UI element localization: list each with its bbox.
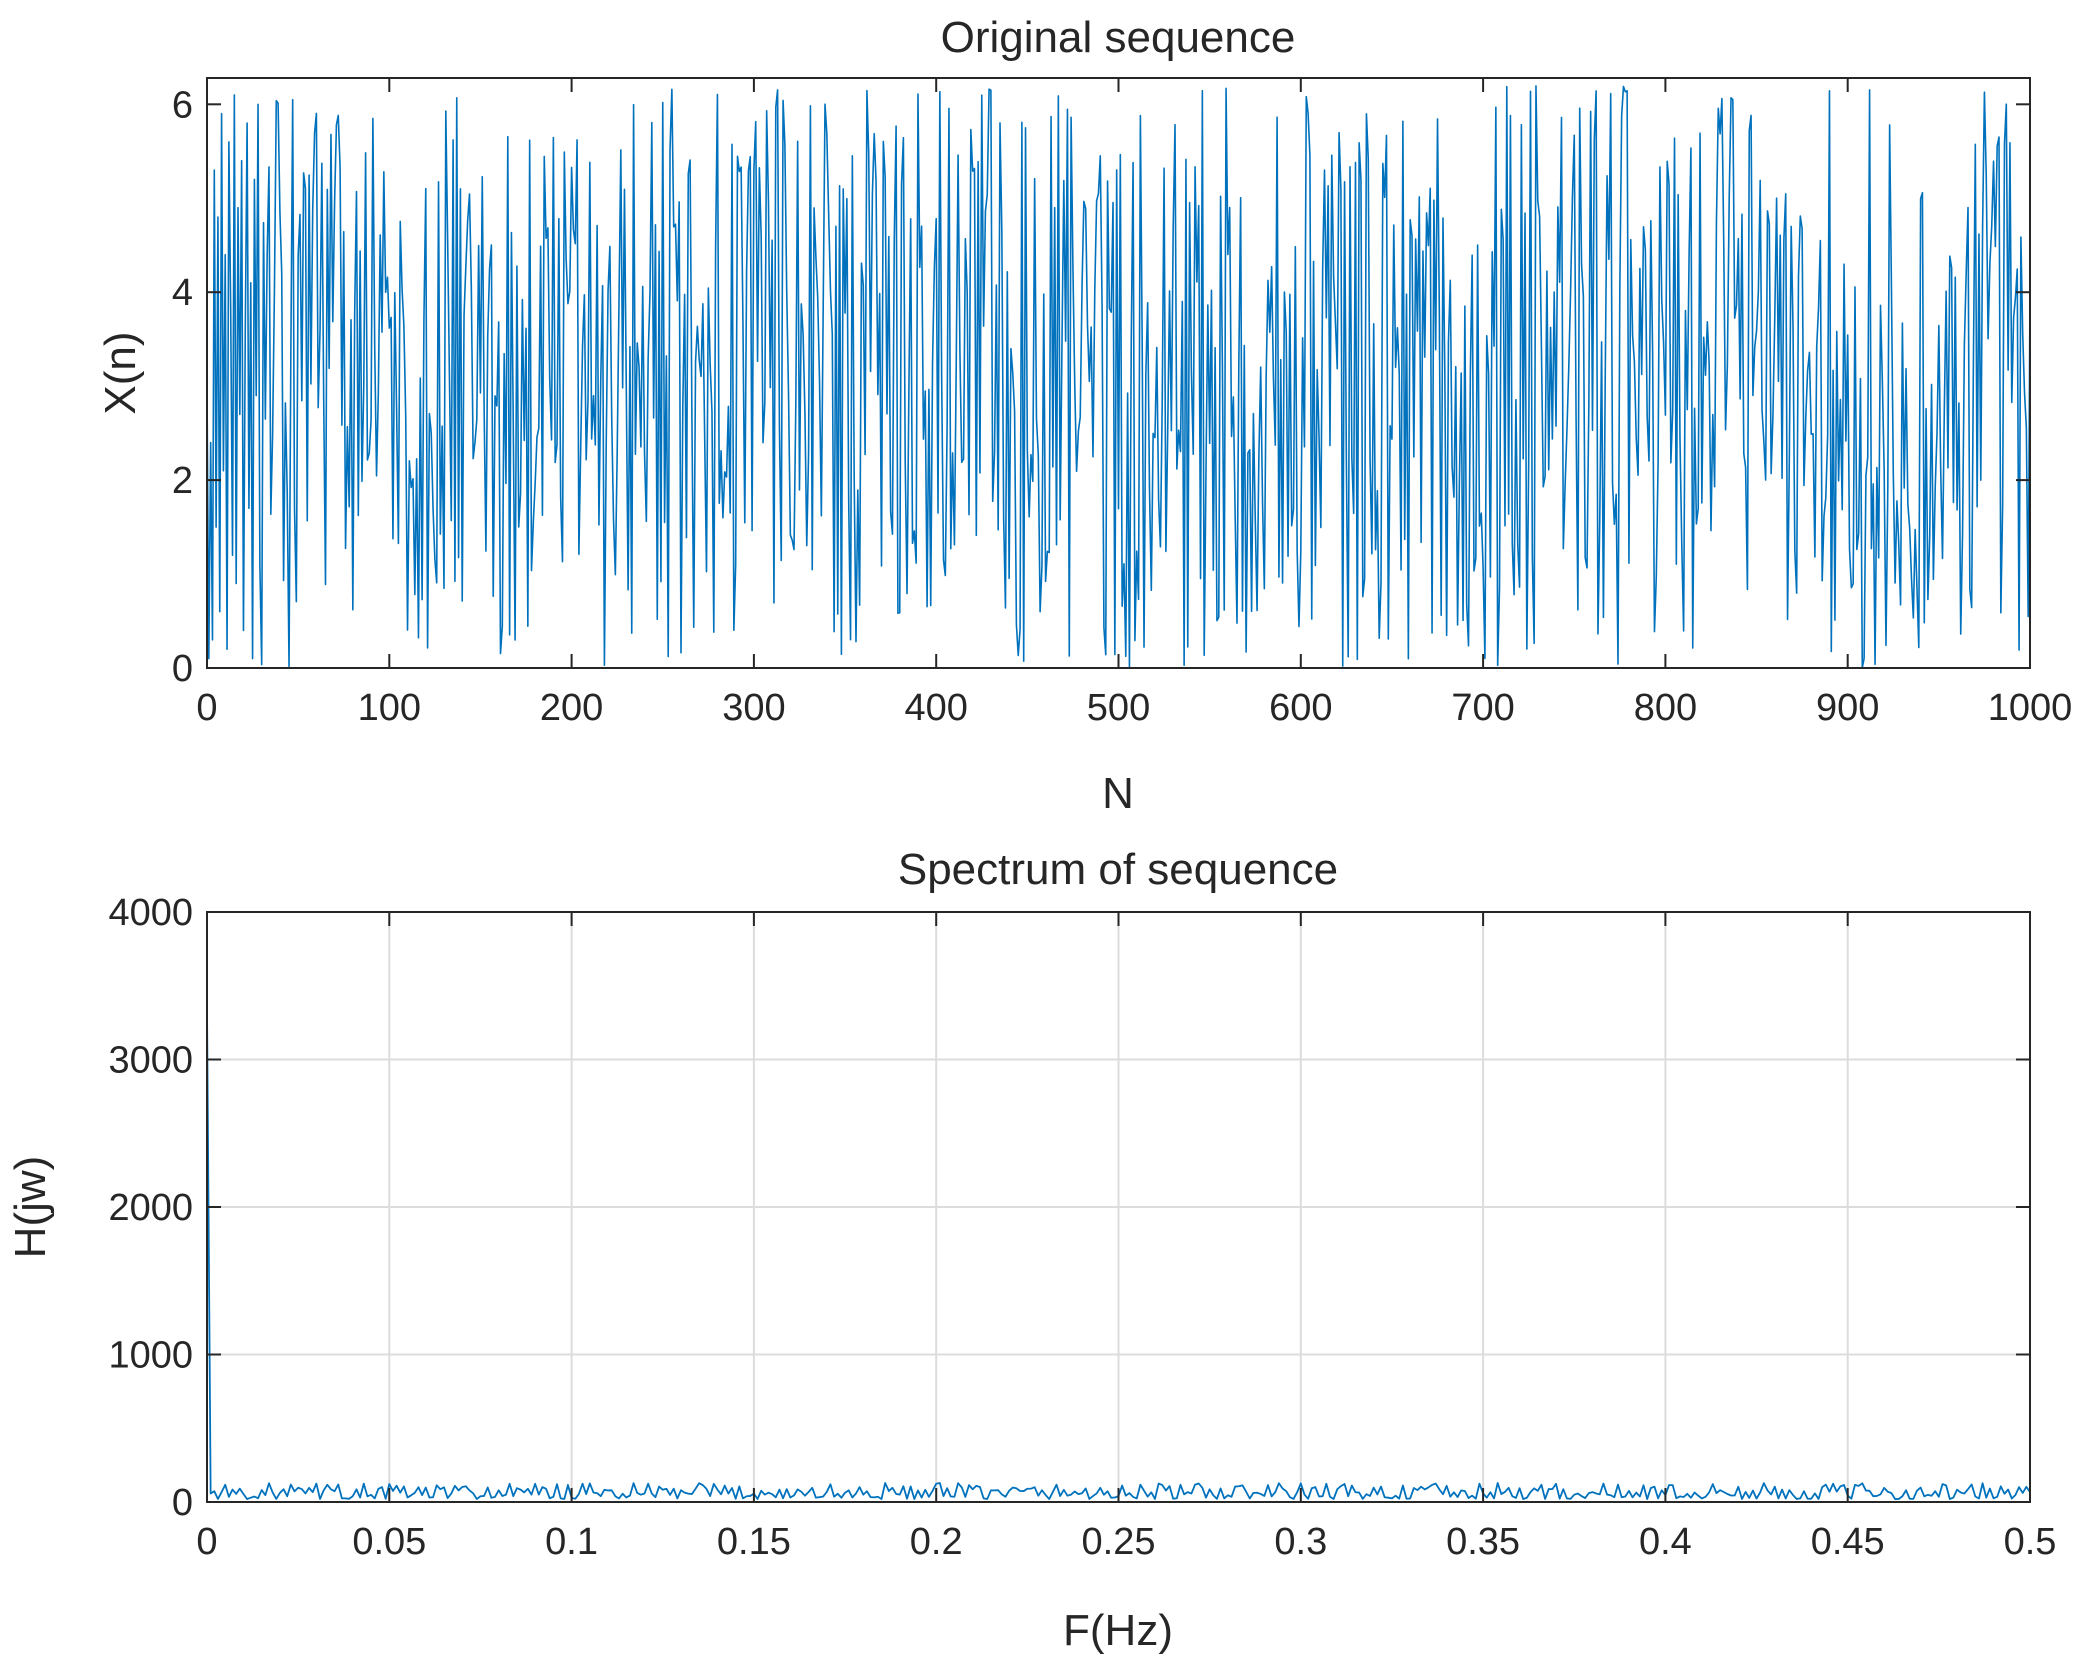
x-axis-label-spectrum: F(Hz) xyxy=(1063,1606,1173,1655)
y-ticks-original: 0 2 4 6 xyxy=(172,84,2030,690)
x-tick-label: 0.1 xyxy=(545,1521,598,1563)
x-tick-label: 0 xyxy=(196,1521,217,1563)
y-tick-label: 4 xyxy=(172,272,193,314)
y-tick-label: 2 xyxy=(172,460,193,502)
x-tick-label: 0.15 xyxy=(717,1521,791,1563)
x-tick-label: 500 xyxy=(1087,687,1150,729)
x-tick-label: 0.35 xyxy=(1446,1521,1520,1563)
x-tick-label: 0.05 xyxy=(352,1521,426,1563)
chart-original-sequence: 0 100 200 300 400 500 600 700 800 900 1000 0 2 4 6 Or… xyxy=(96,13,2072,818)
series-line xyxy=(206,85,2031,669)
x-tick-label: 300 xyxy=(722,687,785,729)
x-tick-label: 1000 xyxy=(1988,687,2073,729)
x-tick-label: 0.2 xyxy=(910,1521,963,1563)
y-tick-label: 1000 xyxy=(108,1335,193,1377)
x-tick-label: 0.25 xyxy=(1082,1521,1156,1563)
chart-title-spectrum: Spectrum of sequence xyxy=(898,845,1338,894)
y-axis-label-original: X(n) xyxy=(96,331,145,414)
grid-spectrum xyxy=(207,912,2030,1502)
y-ticks-spectrum: 0 1000 2000 3000 4000 xyxy=(108,892,2030,1524)
y-tick-label: 3000 xyxy=(108,1040,193,1082)
x-ticks-spectrum: 0 0.05 0.1 0.15 0.2 0.25 0.3 0.35 0.4 0.45 0.5 xyxy=(196,912,2056,1563)
x-tick-label: 100 xyxy=(358,687,421,729)
x-tick-label: 0 xyxy=(196,687,217,729)
y-tick-label: 4000 xyxy=(108,892,193,934)
chart-title-original: Original sequence xyxy=(941,13,1296,62)
x-tick-label: 900 xyxy=(1816,687,1879,729)
series-original-sequence xyxy=(206,85,2031,669)
x-tick-label: 0.4 xyxy=(1639,1521,1692,1563)
x-tick-label: 200 xyxy=(540,687,603,729)
x-axis-label-original: N xyxy=(1102,769,1134,818)
x-tick-label: 700 xyxy=(1451,687,1514,729)
x-tick-label: 400 xyxy=(904,687,967,729)
chart-spectrum: 0 0.05 0.1 0.15 0.2 0.25 0.3 0.35 0.4 0.45 0.5 0 10… xyxy=(6,845,2056,1655)
x-tick-label: 0.45 xyxy=(1811,1521,1885,1563)
x-tick-label: 800 xyxy=(1634,687,1697,729)
x-tick-label: 0.5 xyxy=(2004,1521,2057,1563)
y-tick-label: 0 xyxy=(172,648,193,690)
y-tick-label: 0 xyxy=(172,1482,193,1524)
x-tick-label: 600 xyxy=(1269,687,1332,729)
y-axis-label-spectrum: H(jw) xyxy=(6,1156,55,1259)
y-tick-label: 6 xyxy=(172,84,193,126)
x-ticks-original: 0 100 200 300 400 500 600 700 800 900 1000 xyxy=(196,78,2072,729)
x-tick-label: 0.3 xyxy=(1274,1521,1327,1563)
y-tick-label: 2000 xyxy=(108,1187,193,1229)
